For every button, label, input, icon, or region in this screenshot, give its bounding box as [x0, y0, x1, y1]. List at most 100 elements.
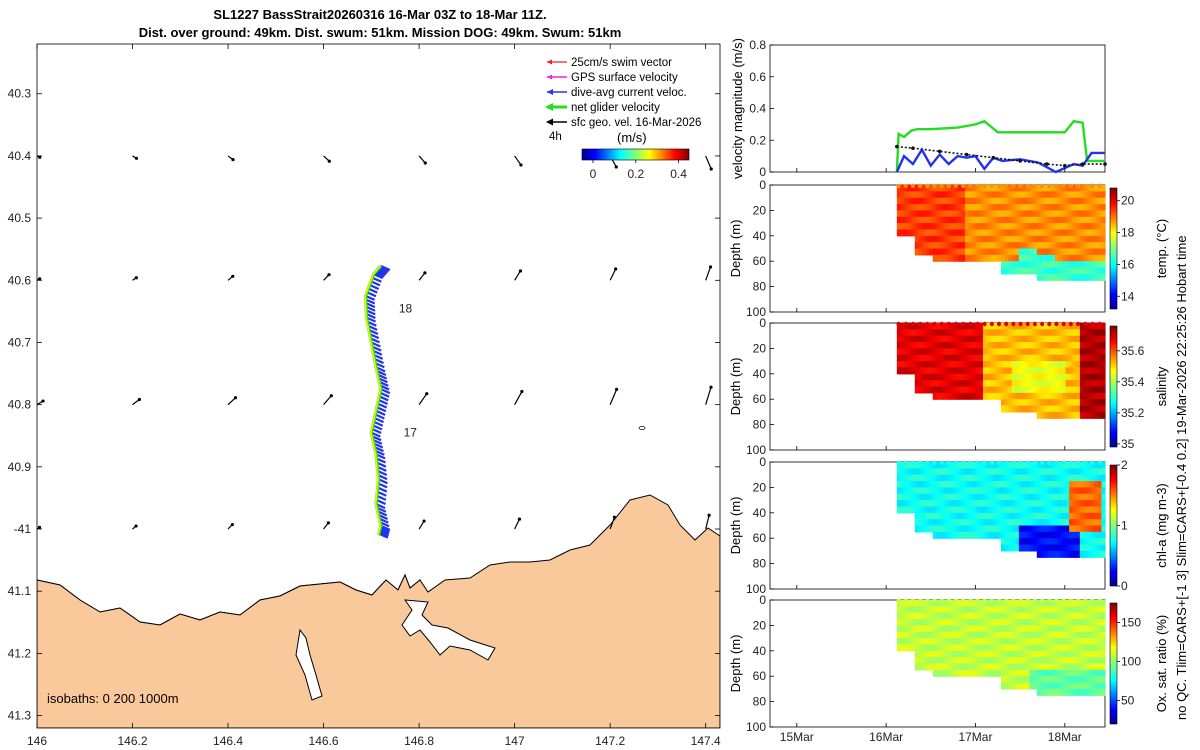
depth-data-cell: [997, 254, 1002, 262]
depth-data-cell: [1058, 468, 1063, 476]
depth-data-cell: [1097, 197, 1103, 205]
depth-data-cell: [954, 531, 959, 539]
depth-data-cell: [993, 373, 998, 381]
depth-data-cell: [1054, 663, 1059, 671]
depth-data-cell: [1040, 204, 1045, 211]
depth-data-cell: [1090, 229, 1095, 237]
depth-data-cell: [968, 600, 973, 607]
depth-data-cell: [1087, 550, 1092, 558]
depth-data-cell: [1022, 644, 1027, 652]
depth-data-cell: [950, 242, 955, 250]
depth-data-cell: [929, 600, 934, 607]
depth-data-cell: [1036, 481, 1042, 488]
depth-data-cell: [1018, 210, 1024, 218]
depth-tick-label: 60: [753, 531, 767, 545]
depth-data-cell: [1061, 612, 1067, 620]
depth-data-cell: [979, 348, 984, 356]
depth-data-cell: [1011, 525, 1016, 533]
depth-data-cell: [1090, 600, 1095, 607]
depth-data-cell: [1076, 411, 1081, 419]
depth-data-cell: [1043, 481, 1049, 488]
surface-point: [996, 321, 1002, 327]
depth-data-cell: [1094, 242, 1099, 250]
depth-data-cell: [1072, 229, 1077, 237]
surface-point: [946, 460, 952, 466]
depth-data-cell: [968, 519, 973, 527]
depth-data-cell: [1061, 606, 1067, 614]
qc-note: no QC. Tlim=CARS+[-1 3] Slim=CARS+[-0.4 …: [1174, 235, 1189, 720]
depth-data-cell: [950, 600, 955, 607]
depth-data-cell: [1015, 506, 1020, 514]
depth-data-cell: [982, 474, 988, 482]
depth-data-cell: [954, 600, 959, 607]
depth-data-cell: [1040, 663, 1045, 671]
depth-data-cell: [1033, 519, 1038, 527]
depth-data-cell: [961, 669, 966, 677]
depth-data-cell: [993, 519, 998, 527]
surface-point: [1075, 460, 1081, 466]
depth-data-cell: [1018, 663, 1024, 671]
depth-data-cell: [1004, 323, 1009, 330]
depth-data-cell: [1047, 191, 1052, 199]
depth-colorbar-tick-label: 100: [1121, 655, 1141, 669]
depth-data-cell: [1008, 323, 1013, 330]
depth-data-cell: [1000, 235, 1006, 243]
depth-data-cell: [1076, 500, 1081, 508]
depth-data-cell: [993, 348, 998, 356]
depth-data-cell: [957, 210, 963, 218]
depth-data-cell: [1072, 663, 1077, 671]
depth-data-cell: [929, 329, 934, 337]
depth-data-cell: [986, 235, 991, 243]
depth-data-cell: [1022, 342, 1027, 349]
depth-data-cell: [1058, 474, 1063, 482]
depth-data-cell: [932, 373, 937, 381]
depth-data-cell: [1004, 204, 1009, 211]
depth-data-cell: [1040, 392, 1045, 400]
depth-data-cell: [1011, 606, 1016, 614]
depth-data-cell: [925, 650, 930, 658]
depth-data-cell: [947, 248, 952, 256]
depth-data-cell: [954, 474, 959, 482]
depth-data-cell: [939, 254, 945, 262]
depth-data-cell: [918, 367, 923, 375]
depth-data-cell: [1087, 474, 1092, 482]
depth-data-cell: [1072, 612, 1077, 620]
depth-data-cell: [1058, 373, 1063, 381]
depth-data-cell: [1097, 676, 1103, 684]
surface-point: [1054, 183, 1059, 189]
depth-data-cell: [1000, 512, 1006, 520]
depth-data-cell: [957, 600, 963, 607]
depth-data-cell: [1058, 185, 1063, 192]
velocity-y-tick-label: 0.6: [749, 70, 766, 84]
colorbar-title: (m/s): [617, 130, 647, 145]
depth-data-cell: [1040, 550, 1045, 558]
depth-data-cell: [993, 650, 998, 658]
depth-data-cell: [1079, 216, 1085, 224]
depth-data-cell: [982, 512, 988, 520]
depth-data-cell: [1079, 519, 1085, 527]
depth-data-cell: [911, 342, 916, 349]
depth-data-cell: [1043, 676, 1049, 684]
depth-data-cell: [1018, 544, 1024, 552]
depth-data-cell: [954, 462, 959, 469]
depth-data-cell: [972, 354, 977, 362]
depth-data-cell: [961, 619, 966, 626]
surface-point: [939, 460, 944, 466]
depth-data-cell: [1022, 631, 1027, 639]
depth-data-cell: [1087, 462, 1092, 469]
depth-data-cell: [982, 185, 988, 192]
depth-data-cell: [914, 235, 919, 243]
depth-data-cell: [961, 254, 966, 262]
depth-data-cell: [954, 329, 959, 337]
depth-data-cell: [1015, 342, 1020, 349]
depth-data-cell: [1029, 538, 1034, 546]
depth-data-cell: [936, 329, 941, 337]
depth-data-cell: [1011, 519, 1016, 527]
current-velocity-vector: [380, 526, 390, 533]
depth-data-cell: [1033, 380, 1038, 388]
depth-data-cell: [1097, 487, 1103, 495]
depth-data-cell: [1047, 273, 1052, 281]
depth-data-cell: [1018, 657, 1024, 665]
depth-data-cell: [997, 619, 1002, 626]
depth-data-cell: [1065, 348, 1070, 356]
